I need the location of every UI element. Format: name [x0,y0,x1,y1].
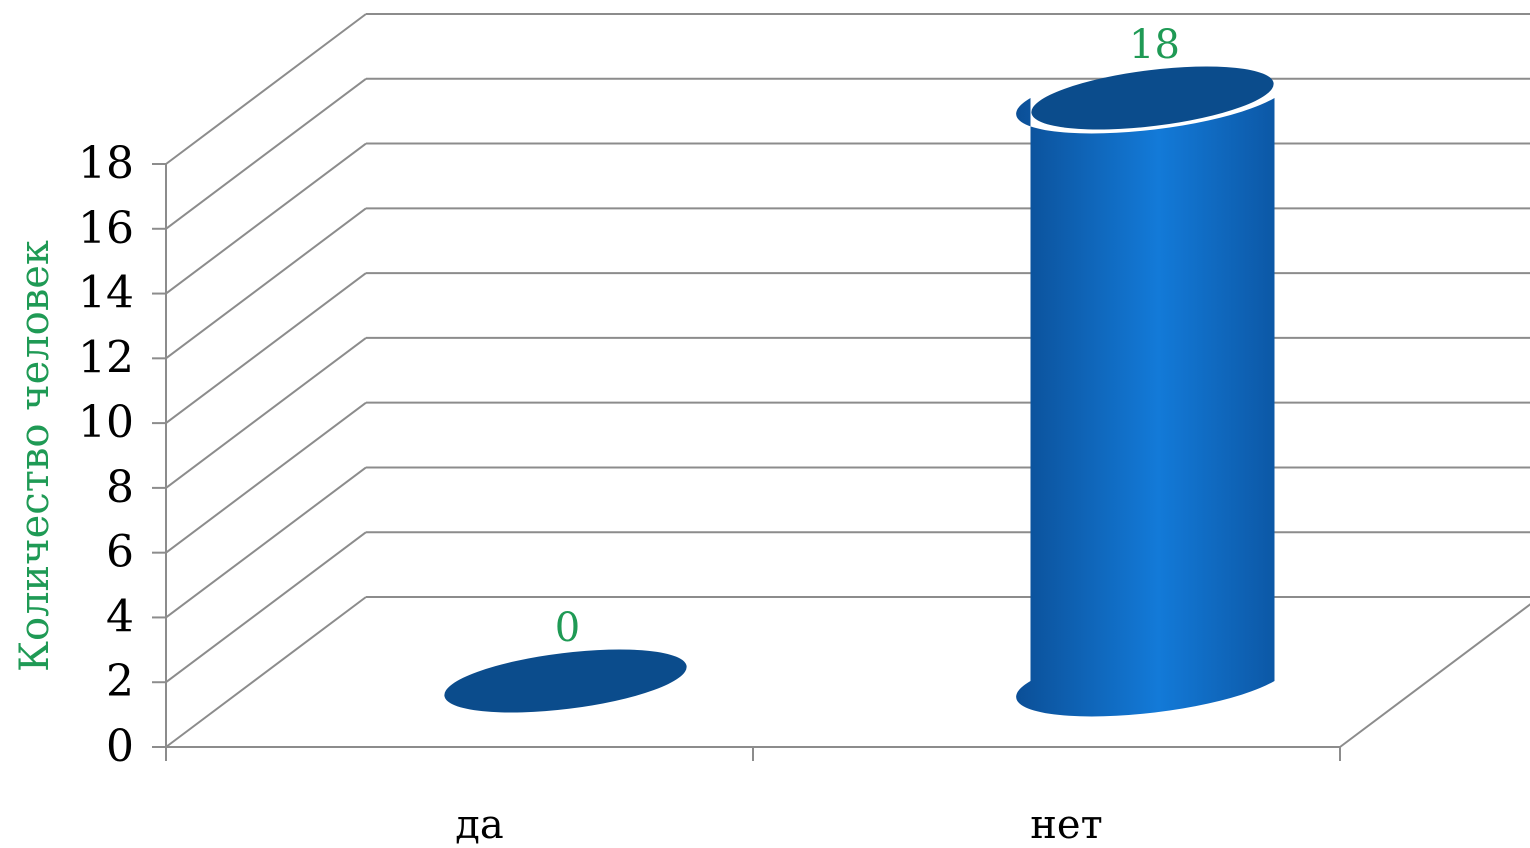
y-tick-label: 6 [106,527,134,578]
y-tick-label: 12 [78,332,134,383]
bar [1016,66,1275,717]
gridline-side [165,401,367,554]
gridline-side [165,596,367,748]
gridline-side [165,207,367,360]
data-label: 0 [555,605,580,651]
bar-top [1031,66,1274,130]
x-tick-labels: да нет [455,802,1102,848]
x-tick-label: нет [1030,802,1102,848]
gridlines [165,13,1530,748]
y-tick-label: 4 [106,591,134,642]
gridline-side [165,272,367,424]
bar-top [444,649,687,713]
gridline-side [165,142,367,295]
gridline-side [165,77,367,230]
x-tick-label: да [455,802,503,848]
data-labels: 0 18 [555,22,1180,651]
bar-body [1016,98,1275,717]
y-axis-label: Количество человек [12,240,58,672]
axes [152,163,1530,761]
y-tick-label: 18 [78,138,134,189]
y-tick-label: 10 [78,397,134,448]
gridline-side [165,531,367,684]
y-tick-label: 0 [106,721,134,772]
bars [444,66,1275,717]
y-tick-label: 16 [78,203,134,254]
data-label: 18 [1129,22,1180,68]
bar [444,649,687,713]
gridline-side [165,337,367,489]
gridline-side [165,466,367,619]
y-tick-label: 8 [106,462,134,513]
floor-edge-right [1339,603,1530,748]
y-tick-label: 2 [106,656,134,707]
gridline-side [165,13,367,165]
y-tick-labels: 0 2 4 6 8 10 12 14 16 18 [78,138,134,772]
y-tick-label: 14 [78,268,134,319]
